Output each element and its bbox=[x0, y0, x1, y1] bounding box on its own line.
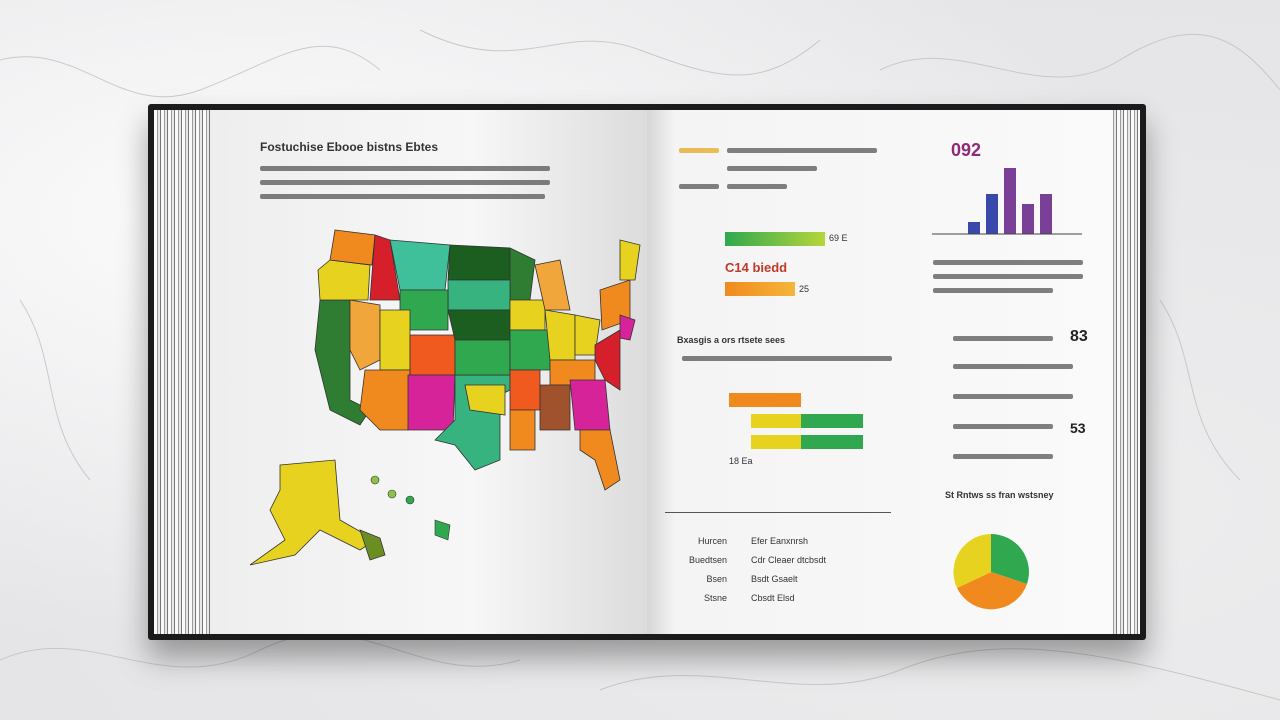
map-state bbox=[509, 247, 536, 301]
map-state bbox=[447, 309, 511, 341]
stat-pct-1: 69 E bbox=[829, 233, 848, 243]
table-right: Efer Eanxnrsh Cdr Cleaer dtcbsdt Bsdt Gs… bbox=[751, 532, 826, 608]
text-line bbox=[679, 184, 719, 189]
map-state bbox=[594, 329, 621, 391]
section-title: Bxasgis a ors rtsete sees bbox=[677, 335, 786, 345]
map-state bbox=[509, 369, 541, 411]
left-page: Fostuchise Ebooe bistns Ebtes bbox=[210, 110, 647, 634]
open-book: Fostuchise Ebooe bistns Ebtes bbox=[148, 104, 1146, 640]
mini-bar bbox=[968, 222, 980, 234]
pie-title: St Rntws ss fran wstsney bbox=[945, 490, 1054, 500]
text-line bbox=[727, 148, 877, 153]
right-page: 69 E C14 biedd 25 Bxasgis a ors rtsete s… bbox=[647, 110, 1112, 634]
progress-bar-orange bbox=[725, 282, 795, 296]
stat-label-1: C14 biedd bbox=[725, 260, 788, 275]
map-alaska bbox=[249, 459, 376, 566]
text-line bbox=[679, 148, 719, 153]
text-line bbox=[953, 454, 1053, 459]
map-hawaii bbox=[434, 519, 451, 541]
table-left: Hurcen Buedtsen Bsen Stsne bbox=[677, 532, 727, 608]
text-line bbox=[260, 194, 545, 199]
text-line bbox=[260, 180, 550, 185]
text-line bbox=[933, 260, 1083, 265]
map-state bbox=[619, 239, 641, 281]
map-state bbox=[539, 384, 571, 431]
map-state bbox=[409, 334, 456, 376]
mini-bar bbox=[1040, 194, 1052, 234]
pie-slice bbox=[991, 534, 1029, 584]
map-state bbox=[579, 429, 621, 491]
map-state bbox=[569, 379, 611, 431]
map-state bbox=[407, 374, 456, 431]
text-line bbox=[953, 394, 1073, 399]
map-state bbox=[359, 369, 411, 431]
map-state bbox=[509, 409, 536, 451]
page-edges-right bbox=[1110, 110, 1140, 634]
map-state bbox=[619, 314, 636, 341]
table-cell: Cbsdt Elsd bbox=[751, 593, 795, 603]
table-cell: Efer Eanxnrsh bbox=[751, 536, 809, 546]
text-line bbox=[727, 184, 787, 189]
bar-row-2a bbox=[751, 414, 801, 428]
text-line bbox=[682, 356, 892, 361]
map-island bbox=[370, 475, 380, 485]
bar-row-3b bbox=[801, 435, 863, 449]
mini-bar bbox=[1004, 168, 1016, 234]
map-island bbox=[405, 495, 415, 505]
table-cell: Buedtsen bbox=[688, 555, 727, 565]
map-state bbox=[509, 329, 551, 371]
map-state bbox=[329, 229, 376, 266]
divider bbox=[665, 512, 891, 513]
page-edges-left bbox=[154, 110, 212, 634]
mini-bar-chart bbox=[932, 168, 1082, 235]
table-cell: Stsne bbox=[703, 593, 727, 603]
pie-chart bbox=[953, 534, 1029, 610]
stat-pct-2: 25 bbox=[799, 284, 810, 294]
num-53: 53 bbox=[1070, 420, 1086, 436]
num-83: 83 bbox=[1070, 328, 1088, 345]
mini-bar bbox=[1022, 204, 1034, 234]
map-state bbox=[447, 279, 511, 311]
top-number: 092 bbox=[951, 140, 982, 160]
us-map bbox=[249, 229, 641, 566]
bar-row-label: 18 Ea bbox=[729, 456, 753, 466]
map-state bbox=[389, 239, 451, 291]
map-state bbox=[509, 299, 546, 331]
pie-slice bbox=[957, 572, 1027, 610]
map-state bbox=[447, 244, 511, 281]
bar-row-3a bbox=[751, 435, 801, 449]
text-line bbox=[953, 336, 1053, 341]
map-island bbox=[387, 489, 397, 499]
text-line bbox=[727, 166, 817, 171]
table-cell: Cdr Cleaer dtcbsdt bbox=[751, 555, 827, 565]
map-state bbox=[379, 309, 411, 371]
map-state bbox=[317, 259, 371, 301]
map-alaska-panhandle bbox=[359, 529, 386, 561]
text-line bbox=[953, 364, 1073, 369]
map-state bbox=[534, 259, 571, 311]
progress-bar-green bbox=[725, 232, 825, 246]
pie-slice bbox=[953, 534, 991, 588]
map-state bbox=[454, 339, 511, 376]
text-line bbox=[953, 424, 1053, 429]
mini-bar bbox=[986, 194, 998, 234]
text-line bbox=[260, 166, 550, 171]
map-state bbox=[544, 309, 576, 361]
table-cell: Bsen bbox=[706, 574, 727, 584]
map-state bbox=[349, 299, 381, 371]
map-state bbox=[464, 384, 506, 416]
left-page-title: Fostuchise Ebooe bistns Ebtes bbox=[260, 140, 439, 154]
bar-row-1 bbox=[729, 393, 801, 407]
bar-row-2b bbox=[801, 414, 863, 428]
table-cell: Bsdt Gsaelt bbox=[751, 574, 798, 584]
text-line bbox=[933, 288, 1053, 293]
table-cell: Hurcen bbox=[697, 536, 727, 546]
text-line bbox=[933, 274, 1083, 279]
